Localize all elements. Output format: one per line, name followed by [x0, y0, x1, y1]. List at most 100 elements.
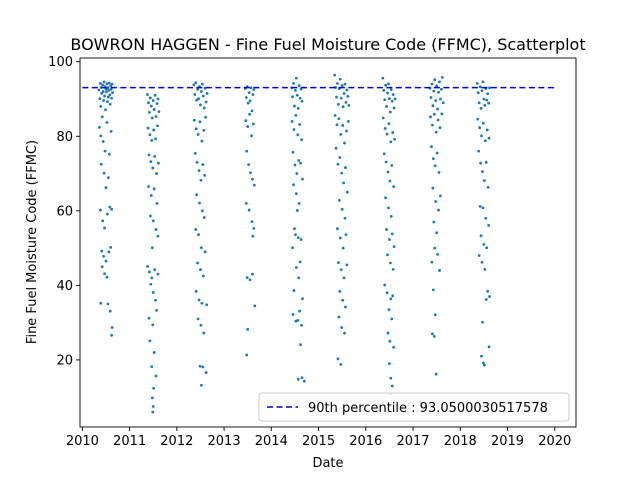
- data-point: [103, 272, 106, 276]
- data-point: [200, 301, 204, 305]
- data-point: [246, 327, 250, 331]
- data-point: [156, 124, 159, 128]
- data-point: [105, 121, 109, 124]
- legend: 90th percentile : 93.0500030517578: [258, 392, 570, 422]
- y-tick-label: 20: [56, 353, 73, 368]
- data-point: [432, 89, 436, 93]
- data-point: [341, 298, 345, 302]
- data-point: [294, 192, 298, 196]
- data-point: [433, 164, 437, 168]
- data-point: [488, 86, 491, 90]
- data-point: [487, 101, 491, 105]
- data-point: [100, 265, 104, 269]
- data-point: [106, 176, 110, 180]
- data-point: [438, 269, 441, 272]
- data-point: [296, 133, 300, 137]
- data-point: [104, 108, 107, 112]
- data-point: [110, 333, 114, 337]
- data-point: [103, 149, 107, 153]
- data-point: [431, 104, 435, 108]
- data-point: [338, 77, 342, 81]
- data-point: [106, 100, 109, 104]
- data-point: [293, 104, 296, 108]
- data-point: [249, 86, 253, 90]
- data-point: [440, 112, 444, 116]
- data-point: [203, 250, 207, 254]
- data-point: [102, 171, 106, 175]
- data-point: [383, 283, 387, 287]
- data-point: [437, 171, 441, 174]
- data-point: [147, 316, 151, 320]
- data-point: [393, 137, 397, 141]
- data-point: [250, 109, 254, 113]
- data-point: [151, 410, 155, 414]
- data-point: [486, 92, 490, 96]
- data-point: [346, 119, 350, 123]
- data-point: [390, 163, 394, 167]
- data-point: [482, 361, 485, 365]
- data-point: [245, 149, 249, 153]
- data-point: [100, 249, 104, 253]
- data-point: [294, 266, 298, 269]
- data-point: [482, 179, 486, 183]
- data-point: [339, 96, 343, 100]
- data-point: [343, 331, 346, 335]
- data-point: [103, 94, 106, 98]
- data-point: [392, 106, 396, 110]
- data-point: [108, 102, 112, 106]
- data-point: [430, 82, 434, 86]
- data-point: [381, 116, 385, 120]
- data-point: [291, 313, 295, 316]
- data-point: [97, 88, 101, 92]
- data-point: [294, 76, 298, 80]
- data-point: [192, 83, 196, 87]
- data-point: [341, 246, 345, 250]
- data-point: [156, 234, 160, 238]
- data-point: [152, 187, 156, 191]
- data-point: [109, 87, 113, 91]
- data-point: [250, 220, 254, 224]
- data-point: [295, 209, 299, 212]
- data-point: [203, 174, 207, 177]
- data-point: [481, 170, 484, 174]
- data-point: [152, 128, 156, 132]
- data-point: [340, 84, 344, 87]
- data-point: [149, 104, 153, 108]
- data-point: [387, 82, 390, 86]
- legend-label: 90th percentile : 93.0500030517578: [308, 401, 548, 416]
- data-point: [432, 220, 436, 224]
- data-point: [201, 274, 205, 278]
- data-point: [385, 132, 389, 136]
- data-point: [297, 159, 301, 162]
- data-point: [248, 112, 251, 116]
- data-point: [106, 95, 110, 99]
- data-point: [155, 172, 158, 175]
- data-point: [430, 145, 433, 149]
- data-point: [438, 126, 442, 130]
- data-point: [155, 201, 159, 205]
- data-point: [152, 351, 156, 354]
- data-point: [434, 130, 438, 134]
- data-point: [109, 245, 113, 249]
- data-point: [152, 108, 156, 111]
- data-point: [388, 97, 391, 101]
- data-point: [390, 99, 394, 103]
- data-point: [392, 245, 396, 249]
- data-point: [439, 97, 442, 101]
- data-point: [252, 183, 256, 187]
- data-point: [296, 377, 300, 381]
- data-point: [199, 268, 202, 272]
- data-point: [386, 91, 389, 95]
- x-tick-label: 2013: [208, 434, 241, 449]
- data-point: [386, 331, 390, 335]
- data-point: [251, 272, 254, 276]
- data-point: [147, 101, 150, 105]
- data-point: [293, 163, 297, 167]
- data-point: [435, 84, 439, 88]
- data-point: [148, 111, 151, 114]
- data-point: [479, 161, 482, 165]
- data-point: [382, 152, 386, 156]
- data-point: [151, 166, 155, 170]
- data-point: [299, 343, 302, 347]
- data-point: [245, 353, 249, 357]
